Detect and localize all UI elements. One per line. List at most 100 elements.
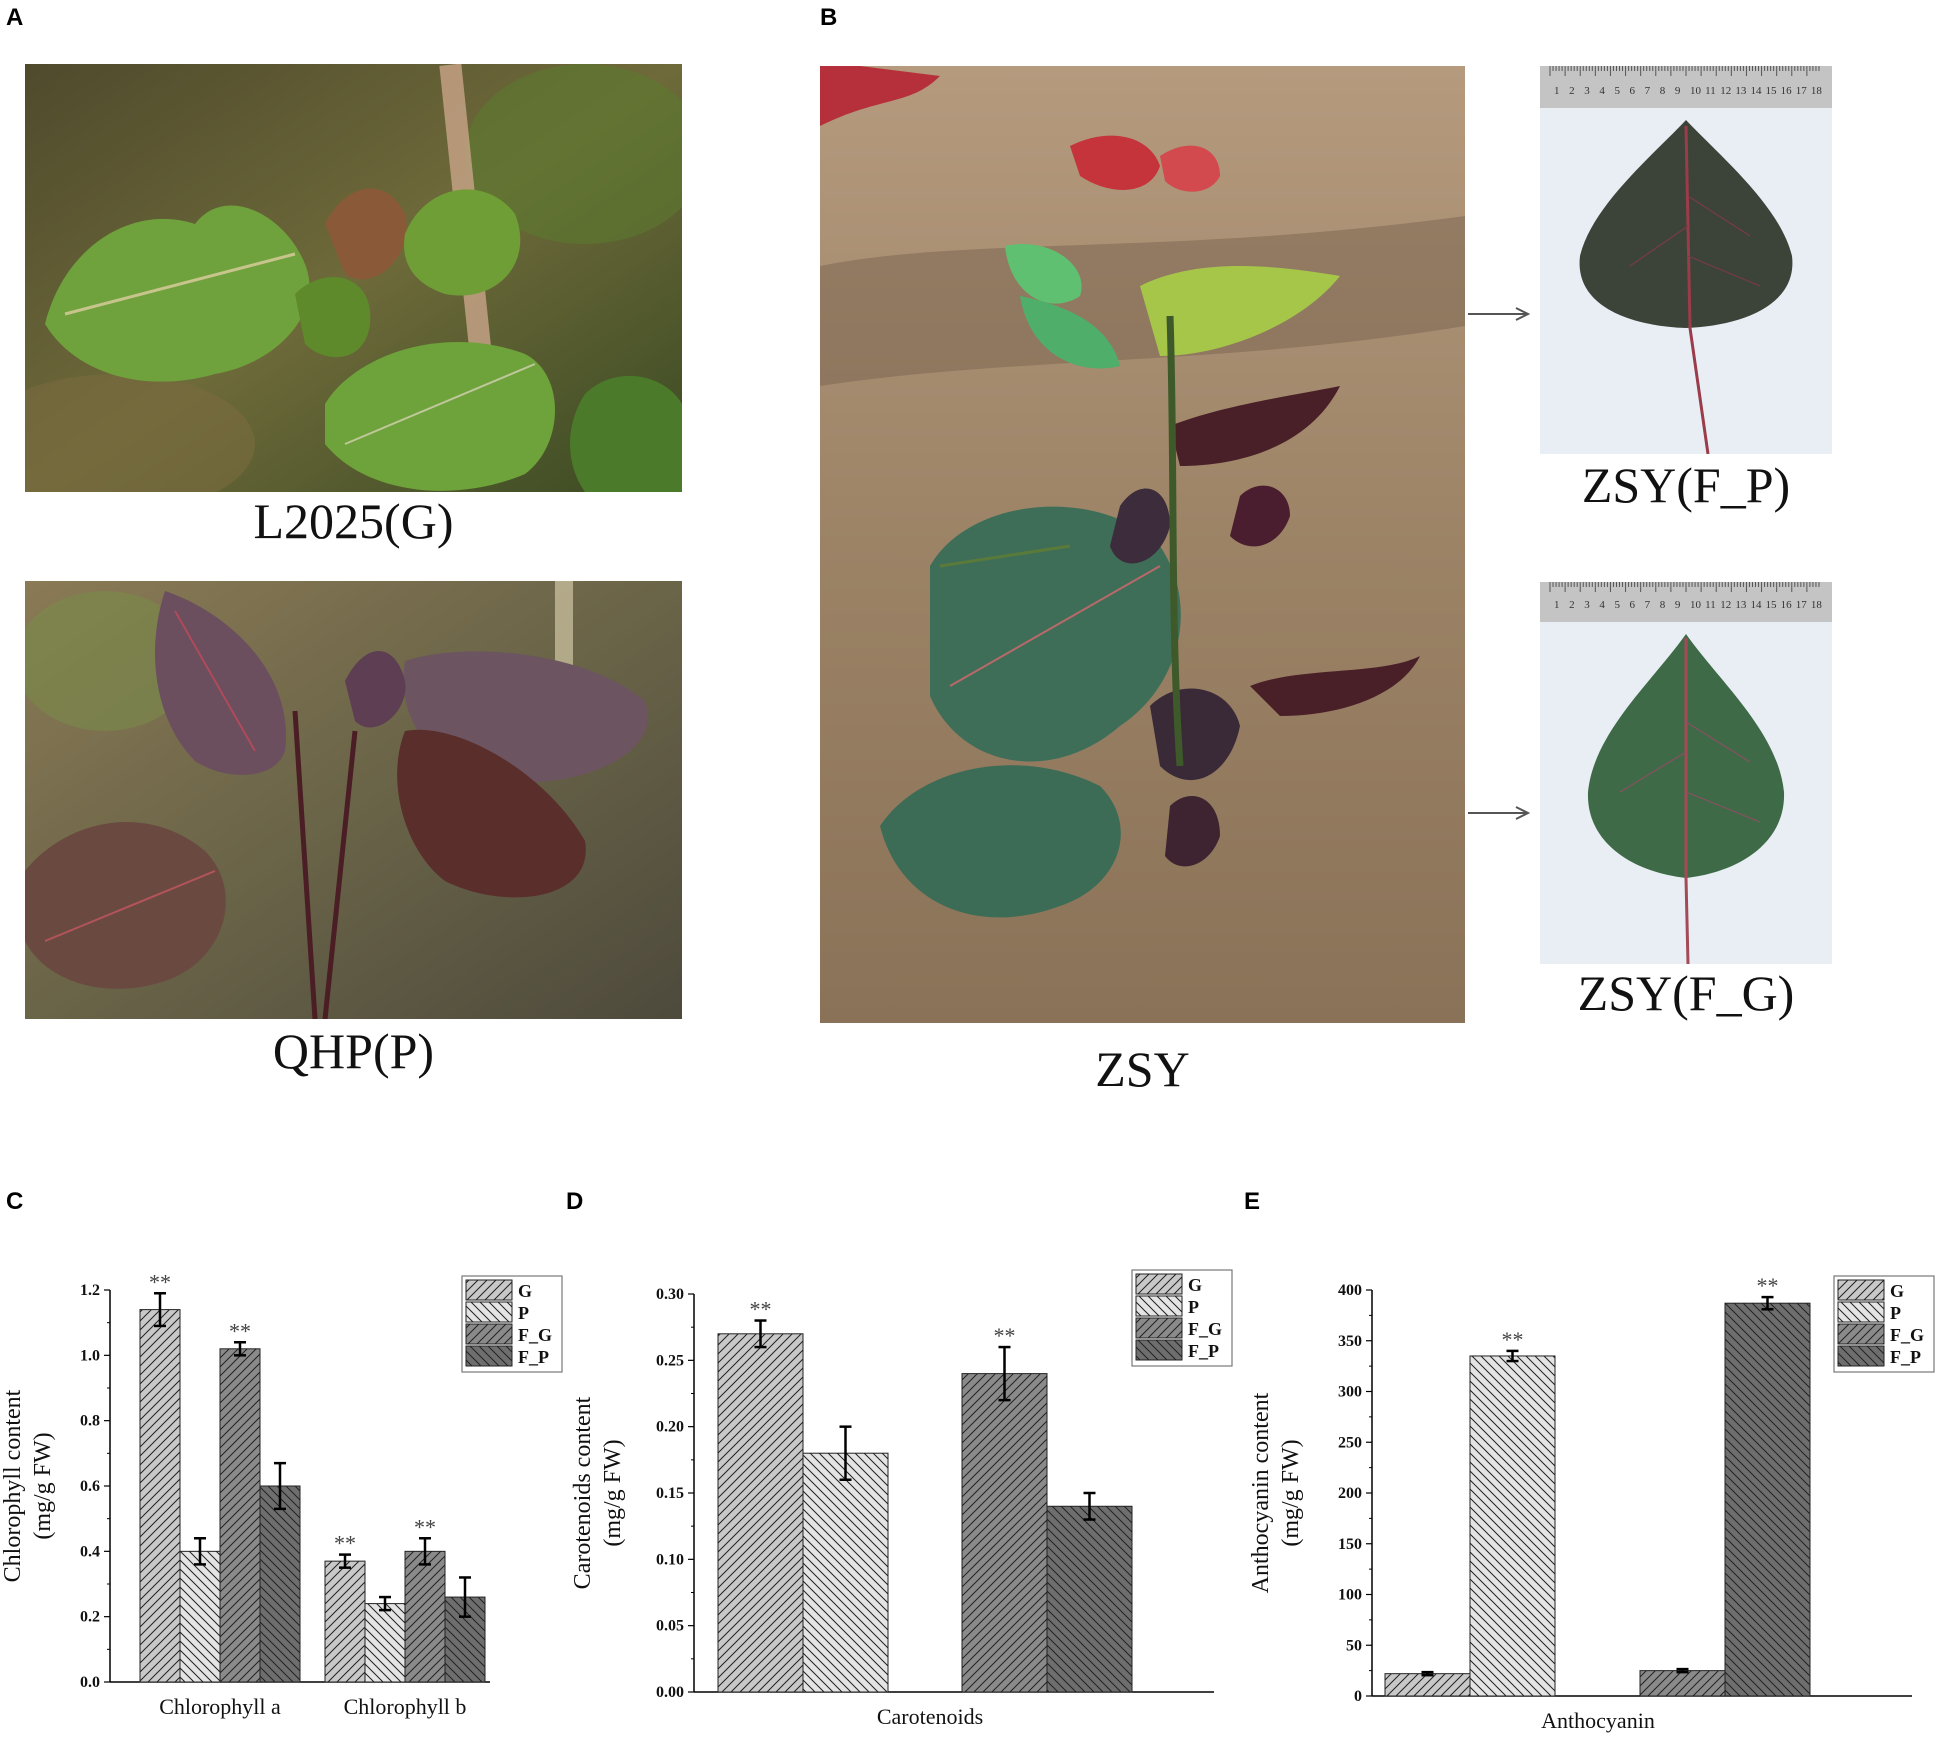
ruler-tick-label: 11 xyxy=(1705,85,1716,97)
caption-zsy-fg: ZSY(F_G) xyxy=(1577,965,1795,1021)
arrow-right-icon xyxy=(1468,307,1531,321)
legend-swatch xyxy=(1135,1295,1183,1317)
ruler-tick-label: 4 xyxy=(1599,85,1605,97)
y-tick-label: 0.2 xyxy=(80,1609,100,1626)
photo-qhp-purple-poplar xyxy=(25,581,682,1019)
legend-swatch xyxy=(1135,1339,1183,1361)
legend-swatch xyxy=(465,1323,513,1345)
panel-letter-c: C xyxy=(6,1188,24,1215)
ruler-tick-label: 17 xyxy=(1796,85,1808,97)
panel-letter-b: B xyxy=(820,4,838,31)
arrow-right-icon xyxy=(1468,806,1531,820)
y-tick-label: 400 xyxy=(1338,1282,1362,1299)
chart-carotenoids: 0.00 0.05 0.10 0.15 0.20 0.25 0.30 Carotenoids … xyxy=(570,1269,1233,1729)
ruler-tick-label: 18 xyxy=(1811,599,1823,611)
legend-swatch xyxy=(465,1345,513,1367)
legend-label: F_G xyxy=(518,1325,552,1345)
ruler-tick-label: 5 xyxy=(1614,599,1620,611)
ruler-tick-label: 9 xyxy=(1675,599,1681,611)
y-axis-label: (mg/g FW) xyxy=(600,1439,626,1546)
y-tick-label: 0.0 xyxy=(80,1674,100,1691)
y-tick-label: 250 xyxy=(1338,1434,1362,1451)
ruler-tick-label: 14 xyxy=(1750,599,1762,611)
bar-f-p xyxy=(1046,1505,1133,1693)
legend-swatch xyxy=(465,1301,513,1323)
legend-swatch xyxy=(1837,1301,1885,1323)
chart-anthocyanin: 0 50 100 150 200 250 300 350 400 Anthocyanin cont… xyxy=(1248,1273,1935,1733)
legend-label: F_G xyxy=(1890,1325,1924,1345)
bar-p xyxy=(179,1550,221,1683)
y-tick-label: 300 xyxy=(1338,1384,1362,1401)
y-tick-label: 0.30 xyxy=(656,1286,684,1303)
significance-label: ** xyxy=(334,1531,356,1556)
x-category-label: Anthocyanin xyxy=(1541,1708,1655,1733)
legend-swatch xyxy=(1837,1323,1885,1345)
caption-l2025: L2025(G) xyxy=(253,493,454,549)
y-tick-label: 0.6 xyxy=(80,1478,100,1495)
ruler-tick-label: 10 xyxy=(1690,599,1702,611)
y-tick-label: 0.20 xyxy=(656,1419,684,1436)
caption-zsy-fp: ZSY(F_P) xyxy=(1581,457,1791,513)
ruler-tick-label: 16 xyxy=(1781,599,1793,611)
y-tick-label: 0.4 xyxy=(80,1543,100,1560)
panel-letter-a: A xyxy=(6,4,24,31)
ruler-tick-label: 9 xyxy=(1675,85,1681,97)
bar-g xyxy=(1384,1673,1471,1697)
bar-f-g xyxy=(1639,1670,1726,1697)
photo-zsy-fg-leaf: 1 2 3 4 5 6 7 8 9 10 11 12 13 14 15 16 17 18 xyxy=(1540,582,1832,964)
chart-chlorophyll: 0.0 0.2 0.4 0.6 0.8 1.0 1.2 Chlorophyll content… xyxy=(0,1269,563,1719)
y-axis-label: Anthocyanin content xyxy=(1248,1392,1274,1593)
ruler-tick-label: 7 xyxy=(1645,599,1651,611)
panel-letter-e: E xyxy=(1244,1188,1261,1215)
ruler-tick-label: 12 xyxy=(1720,599,1731,611)
bar-f-g xyxy=(219,1348,261,1683)
y-tick-label: 1.0 xyxy=(80,1347,100,1364)
y-axis-label: (mg/g FW) xyxy=(1278,1439,1304,1546)
bar-f-p xyxy=(259,1485,301,1683)
legend: GPF_GF_P xyxy=(461,1275,563,1373)
legend-swatch xyxy=(1837,1279,1885,1301)
ruler-tick-label: 4 xyxy=(1599,599,1605,611)
y-tick-label: 100 xyxy=(1338,1587,1362,1604)
bar-p xyxy=(802,1452,889,1693)
ruler-tick-label: 18 xyxy=(1811,85,1823,97)
significance-label: ** xyxy=(414,1514,436,1539)
significance-label: ** xyxy=(1502,1327,1524,1352)
photo-zsy-plant xyxy=(820,66,1465,1023)
x-category-label: Chlorophyll a xyxy=(159,1694,281,1719)
ruler-tick-label: 16 xyxy=(1781,85,1793,97)
caption-qhp: QHP(P) xyxy=(272,1023,435,1079)
significance-label: ** xyxy=(994,1323,1016,1348)
x-category-label: Chlorophyll b xyxy=(344,1694,467,1719)
ruler-tick-label: 6 xyxy=(1630,85,1636,97)
y-tick-label: 0.15 xyxy=(656,1485,684,1502)
legend-label: F_P xyxy=(1188,1341,1219,1361)
y-tick-label: 1.2 xyxy=(80,1282,100,1299)
bar-f-p xyxy=(1724,1302,1811,1697)
ruler-tick-label: 2 xyxy=(1569,85,1575,97)
bar-g xyxy=(717,1333,804,1693)
ruler-tick-label: 17 xyxy=(1796,599,1808,611)
ruler: 1 2 3 4 5 6 7 8 9 10 11 12 13 14 15 16 17 18 xyxy=(1549,66,1823,97)
ruler-tick-label: 15 xyxy=(1766,599,1778,611)
ruler-tick-label: 1 xyxy=(1554,85,1560,97)
y-axis-label: Carotenoids content xyxy=(570,1396,596,1589)
y-tick-label: 150 xyxy=(1338,1536,1362,1553)
photo-zsy-fp-leaf: 1 2 3 4 5 6 7 8 9 10 11 12 13 14 15 16 17 18 xyxy=(1540,66,1832,454)
ruler-tick-label: 3 xyxy=(1584,85,1590,97)
bar-p xyxy=(1469,1355,1556,1697)
ruler: 1 2 3 4 5 6 7 8 9 10 11 12 13 14 15 16 17 18 xyxy=(1549,582,1823,611)
ruler-tick-label: 7 xyxy=(1645,85,1651,97)
ruler-tick-label: 1 xyxy=(1554,599,1560,611)
y-tick-label: 350 xyxy=(1338,1333,1362,1350)
legend-label: F_P xyxy=(518,1347,549,1367)
significance-label: ** xyxy=(149,1269,171,1294)
bar-p xyxy=(364,1603,406,1683)
significance-label: ** xyxy=(229,1318,251,1343)
y-tick-label: 0.8 xyxy=(80,1413,100,1430)
y-tick-label: 0.25 xyxy=(656,1352,684,1369)
ruler-tick-label: 12 xyxy=(1720,85,1731,97)
bar-g xyxy=(324,1560,366,1683)
legend-label: G xyxy=(518,1281,532,1301)
ruler-tick-label: 11 xyxy=(1705,599,1716,611)
